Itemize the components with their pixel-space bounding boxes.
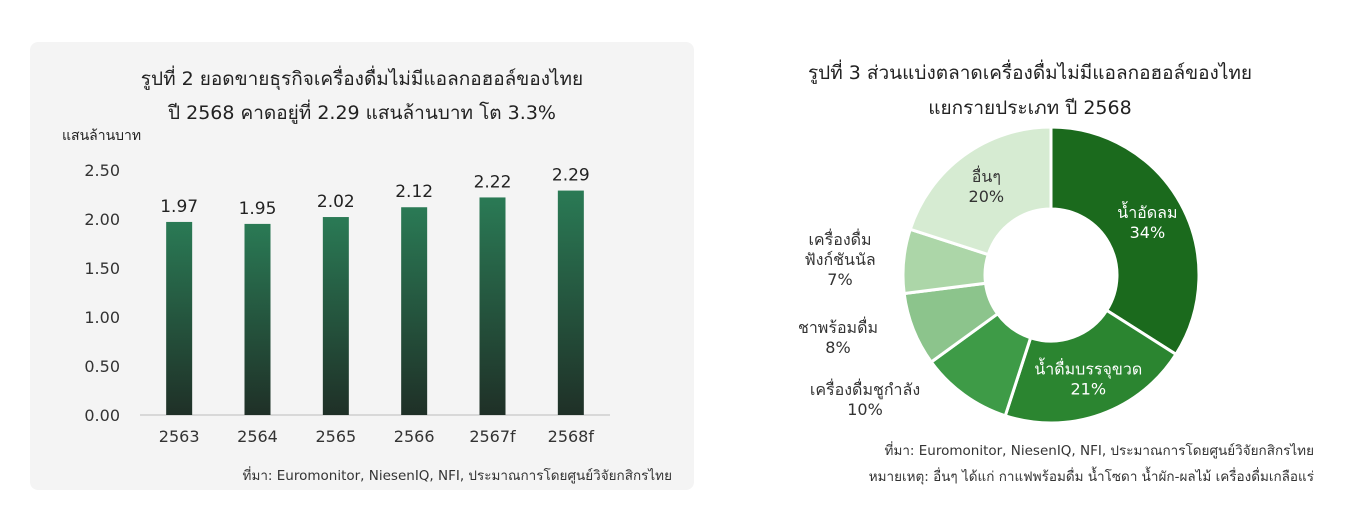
donut-slice bbox=[1003, 308, 1179, 425]
y-tick-label: 1.50 bbox=[84, 259, 120, 278]
y-tick-label: 1.00 bbox=[84, 308, 120, 327]
bar-2568f bbox=[557, 190, 584, 415]
share-chart-source: ที่มา: Euromonitor, NiesenIQ, NFI, ประมา… bbox=[884, 443, 1314, 459]
sales-chart-subtitle: ปี 2568 คาดอยู่ที่ 2.29 แสนล้านบาท โต 3.… bbox=[168, 102, 556, 124]
y-tick-label: 2.00 bbox=[84, 210, 120, 229]
slice-category-label: เครื่องดื่มชูกำลัง bbox=[810, 378, 920, 400]
slice-percent-label: 34% bbox=[1130, 223, 1166, 242]
donut-slice bbox=[908, 125, 1053, 257]
y-tick-label: 0.00 bbox=[84, 406, 120, 425]
donut-slice bbox=[1049, 125, 1201, 357]
y-axis-label: แสนล้านบาท bbox=[62, 128, 141, 144]
bar-2567f bbox=[479, 197, 506, 415]
x-tick-label: 2566 bbox=[394, 427, 435, 446]
x-tick-label: 2567f bbox=[469, 427, 516, 446]
bar-2563 bbox=[166, 221, 193, 415]
slice-percent-label: 10% bbox=[847, 400, 883, 419]
y-tick-label: 2.50 bbox=[84, 161, 120, 180]
slice-category-label: อื่นๆ bbox=[972, 165, 1001, 186]
x-tick-label: 2568f bbox=[548, 427, 595, 446]
slice-category-label: เครื่องดื่ม bbox=[808, 228, 871, 249]
share-chart-subtitle: แยกรายประเภท ปี 2568 bbox=[928, 97, 1132, 119]
bar-2564 bbox=[244, 223, 271, 415]
slice-percent-label: 7% bbox=[827, 270, 852, 289]
y-tick-label: 0.50 bbox=[84, 357, 120, 376]
slice-category-label: น้ำอัดลม bbox=[1117, 201, 1177, 222]
slice-category-label: น้ำดื่มบรรจุขวด bbox=[1034, 357, 1142, 379]
bar-2565 bbox=[322, 217, 349, 415]
sales-chart-panel: รูปที่ 2 ยอดขายธุรกิจเครื่องดื่มไม่มีแอล… bbox=[30, 42, 694, 490]
slice-category-label: ฟังก์ชันนัล bbox=[804, 250, 875, 269]
share-chart-note: หมายเหตุ: อื่นๆ ได้แก่ กาแฟพร้อมดื่ม น้ำ… bbox=[868, 469, 1314, 485]
sales-bar-chart: แสนล้านบาท 0.00 0.50 1.00 1.50 2.00 2.50 1.97 25… bbox=[62, 128, 610, 446]
slice-category-label: ชาพร้อมดื่ม bbox=[798, 316, 878, 337]
bar-value-label: 2.12 bbox=[395, 182, 433, 202]
slice-percent-label: 20% bbox=[969, 187, 1005, 206]
slice-percent-label: 8% bbox=[825, 338, 850, 357]
bar-2566 bbox=[401, 207, 428, 415]
x-tick-label: 2563 bbox=[159, 427, 200, 446]
bar-value-label: 1.95 bbox=[239, 199, 277, 219]
bar-value-label: 2.29 bbox=[552, 166, 590, 186]
bar-value-label: 1.97 bbox=[160, 197, 198, 217]
slice-percent-label: 21% bbox=[1070, 379, 1106, 398]
sales-chart-title: รูปที่ 2 ยอดขายธุรกิจเครื่องดื่มไม่มีแอล… bbox=[140, 68, 584, 90]
bar-value-label: 2.02 bbox=[317, 192, 355, 212]
sales-chart-source: ที่มา: Euromonitor, NiesenIQ, NFI, ประมา… bbox=[242, 468, 672, 484]
bar-value-label: 2.22 bbox=[474, 172, 512, 192]
share-chart-title: รูปที่ 3 ส่วนแบ่งตลาดเครื่องดื่มไม่มีแอล… bbox=[807, 62, 1253, 84]
x-tick-label: 2564 bbox=[237, 427, 278, 446]
x-tick-label: 2565 bbox=[315, 427, 356, 446]
